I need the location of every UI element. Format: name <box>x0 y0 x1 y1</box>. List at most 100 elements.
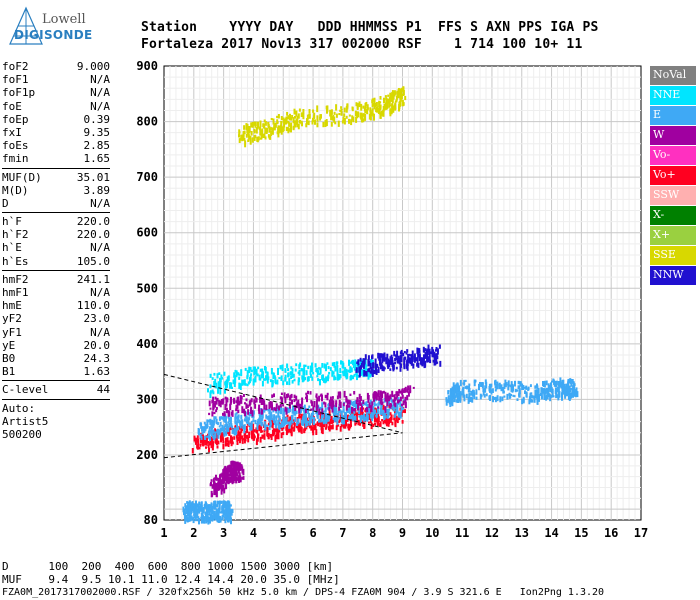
echo-point <box>355 102 358 107</box>
echo-point <box>334 121 337 125</box>
echo-point <box>250 373 253 376</box>
param-value: 220.0 <box>76 215 110 229</box>
echo-point <box>572 393 574 398</box>
echo-point <box>219 421 222 426</box>
echo-point <box>277 410 280 414</box>
echo-point <box>272 372 275 379</box>
echo-point <box>207 388 209 393</box>
echo-point <box>273 407 276 411</box>
echo-point <box>227 502 229 506</box>
echo-point <box>214 513 217 520</box>
x-tick-label: 9 <box>399 526 406 540</box>
echo-point <box>455 399 458 403</box>
echo-point <box>275 403 278 409</box>
echo-point <box>236 473 239 477</box>
echo-point <box>226 469 229 473</box>
echo-point <box>381 365 384 371</box>
echo-point <box>562 387 565 392</box>
echo-point <box>215 474 217 481</box>
echo-point <box>468 392 471 400</box>
echo-point <box>213 372 216 376</box>
echo-point <box>263 422 266 427</box>
echo-point <box>207 444 210 448</box>
echo-point <box>248 135 251 140</box>
echo-point <box>508 393 511 399</box>
echo-point <box>331 396 334 399</box>
echo-point <box>206 435 209 438</box>
echo-point <box>270 368 273 375</box>
echo-point <box>240 399 243 404</box>
param-key: C-level <box>2 383 49 397</box>
echo-point <box>322 374 324 381</box>
echo-point <box>301 419 303 426</box>
echo-point <box>280 377 283 381</box>
echo-point <box>329 367 332 372</box>
param-value: 2.85 <box>83 139 111 153</box>
echo-point <box>529 384 532 388</box>
echo-point <box>270 401 273 406</box>
echo-point <box>243 408 246 413</box>
echo-point <box>243 424 246 431</box>
echo-point <box>550 395 553 398</box>
echo-point <box>361 114 364 120</box>
echo-point <box>565 383 568 387</box>
echo-point <box>320 416 323 423</box>
echo-point <box>404 409 406 414</box>
echo-point <box>294 419 297 423</box>
echo-point <box>264 366 267 374</box>
echo-point <box>280 116 283 120</box>
echo-point <box>560 383 563 388</box>
header-values: Fortaleza 2017 Nov13 317 002000 RSF 1 71… <box>141 37 583 52</box>
echo-point <box>216 509 219 516</box>
echo-point <box>516 398 519 401</box>
echo-point <box>292 405 295 410</box>
echo-point <box>416 357 419 361</box>
echo-point <box>327 376 329 382</box>
echo-point <box>231 436 234 442</box>
echo-point <box>509 384 512 388</box>
echo-point <box>293 108 296 115</box>
echo-point <box>361 369 364 375</box>
x-tick-label: 1 <box>160 526 167 540</box>
echo-point <box>392 93 395 100</box>
echo-point <box>383 103 386 111</box>
echo-point <box>522 385 525 390</box>
echo-point <box>289 371 292 376</box>
echo-point <box>386 399 389 402</box>
echo-point <box>235 420 238 426</box>
echo-point <box>522 396 525 404</box>
echo-point <box>220 434 223 439</box>
echo-point <box>313 112 316 119</box>
echo-point <box>395 416 398 421</box>
echo-point <box>212 396 215 403</box>
echo-point <box>291 409 294 414</box>
echo-point <box>299 362 302 367</box>
echo-point <box>276 407 279 412</box>
echo-point <box>245 426 248 433</box>
echo-point <box>293 423 296 426</box>
echo-point <box>201 517 204 524</box>
echo-point <box>398 101 401 106</box>
direction-legend: NoVal NNE E W Vo- Vo+ SSW X- X+ SSE NNW <box>650 66 696 286</box>
echo-point <box>360 103 363 111</box>
echo-point <box>254 123 257 128</box>
echo-point <box>271 394 274 398</box>
echo-point <box>265 375 267 379</box>
echo-point <box>261 130 264 137</box>
echo-point <box>403 351 406 354</box>
echo-point <box>462 394 465 398</box>
echo-point <box>238 376 241 380</box>
echo-point <box>267 422 270 426</box>
echo-point <box>274 377 277 384</box>
echo-point <box>224 382 227 386</box>
echo-point <box>491 388 494 393</box>
echo-point <box>400 349 403 355</box>
echo-point <box>510 393 513 396</box>
echo-point <box>416 363 419 367</box>
echo-point <box>224 510 227 517</box>
echo-point <box>221 476 224 484</box>
echo-point <box>250 369 253 373</box>
echo-point <box>319 367 322 374</box>
echo-point <box>377 410 380 415</box>
echo-point <box>270 127 273 131</box>
